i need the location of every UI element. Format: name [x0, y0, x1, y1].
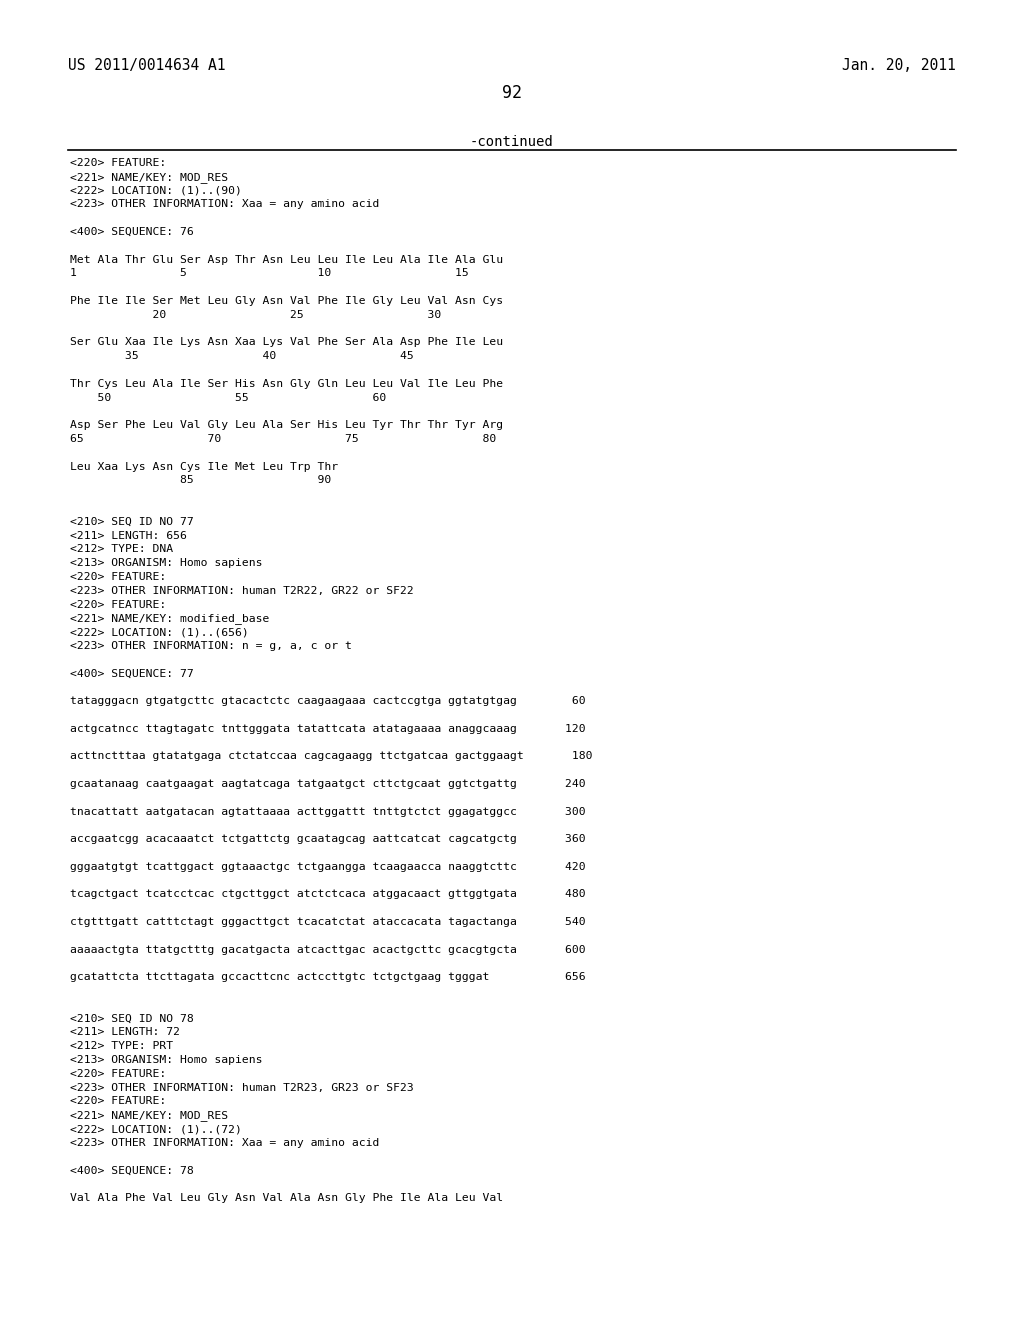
Text: <220> FEATURE:: <220> FEATURE:	[70, 1069, 166, 1078]
Text: Leu Xaa Lys Asn Cys Ile Met Leu Trp Thr: Leu Xaa Lys Asn Cys Ile Met Leu Trp Thr	[70, 462, 338, 471]
Text: 20                  25                  30: 20 25 30	[70, 310, 441, 319]
Text: <222> LOCATION: (1)..(72): <222> LOCATION: (1)..(72)	[70, 1125, 242, 1134]
Text: 92: 92	[502, 84, 522, 102]
Text: <213> ORGANISM: Homo sapiens: <213> ORGANISM: Homo sapiens	[70, 558, 262, 568]
Text: -continued: -continued	[470, 135, 554, 149]
Text: Asp Ser Phe Leu Val Gly Leu Ala Ser His Leu Tyr Thr Thr Tyr Arg: Asp Ser Phe Leu Val Gly Leu Ala Ser His …	[70, 420, 503, 430]
Text: US 2011/0014634 A1: US 2011/0014634 A1	[68, 58, 225, 73]
Text: tatagggacn gtgatgcttc gtacactctc caagaagaaa cactccgtga ggtatgtgag        60: tatagggacn gtgatgcttc gtacactctc caagaag…	[70, 696, 586, 706]
Text: <223> OTHER INFORMATION: n = g, a, c or t: <223> OTHER INFORMATION: n = g, a, c or …	[70, 642, 352, 651]
Text: aaaaactgta ttatgctttg gacatgacta atcacttgac acactgcttc gcacgtgcta       600: aaaaactgta ttatgctttg gacatgacta atcactt…	[70, 945, 586, 954]
Text: <223> OTHER INFORMATION: Xaa = any amino acid: <223> OTHER INFORMATION: Xaa = any amino…	[70, 1138, 379, 1148]
Text: <211> LENGTH: 72: <211> LENGTH: 72	[70, 1027, 180, 1038]
Text: <222> LOCATION: (1)..(90): <222> LOCATION: (1)..(90)	[70, 186, 242, 195]
Text: acttnctttaa gtatatgaga ctctatccaa cagcagaagg ttctgatcaa gactggaagt       180: acttnctttaa gtatatgaga ctctatccaa cagcag…	[70, 751, 593, 762]
Text: Met Ala Thr Glu Ser Asp Thr Asn Leu Leu Ile Leu Ala Ile Ala Glu: Met Ala Thr Glu Ser Asp Thr Asn Leu Leu …	[70, 255, 503, 264]
Text: <223> OTHER INFORMATION: human T2R23, GR23 or SF23: <223> OTHER INFORMATION: human T2R23, GR…	[70, 1082, 414, 1093]
Text: <212> TYPE: PRT: <212> TYPE: PRT	[70, 1041, 173, 1051]
Text: Jan. 20, 2011: Jan. 20, 2011	[843, 58, 956, 73]
Text: <220> FEATURE:: <220> FEATURE:	[70, 158, 166, 168]
Text: <220> FEATURE:: <220> FEATURE:	[70, 599, 166, 610]
Text: 65                  70                  75                  80: 65 70 75 80	[70, 434, 497, 444]
Text: <210> SEQ ID NO 78: <210> SEQ ID NO 78	[70, 1014, 194, 1023]
Text: <400> SEQUENCE: 77: <400> SEQUENCE: 77	[70, 669, 194, 678]
Text: <211> LENGTH: 656: <211> LENGTH: 656	[70, 531, 186, 541]
Text: Ser Glu Xaa Ile Lys Asn Xaa Lys Val Phe Ser Ala Asp Phe Ile Leu: Ser Glu Xaa Ile Lys Asn Xaa Lys Val Phe …	[70, 338, 503, 347]
Text: 50                  55                  60: 50 55 60	[70, 392, 386, 403]
Text: tcagctgact tcatcctcac ctgcttggct atctctcaca atggacaact gttggtgata       480: tcagctgact tcatcctcac ctgcttggct atctctc…	[70, 890, 586, 899]
Text: <222> LOCATION: (1)..(656): <222> LOCATION: (1)..(656)	[70, 627, 249, 638]
Text: <223> OTHER INFORMATION: Xaa = any amino acid: <223> OTHER INFORMATION: Xaa = any amino…	[70, 199, 379, 210]
Text: <223> OTHER INFORMATION: human T2R22, GR22 or SF22: <223> OTHER INFORMATION: human T2R22, GR…	[70, 586, 414, 595]
Text: <220> FEATURE:: <220> FEATURE:	[70, 572, 166, 582]
Text: Phe Ile Ile Ser Met Leu Gly Asn Val Phe Ile Gly Leu Val Asn Cys: Phe Ile Ile Ser Met Leu Gly Asn Val Phe …	[70, 296, 503, 306]
Text: <210> SEQ ID NO 77: <210> SEQ ID NO 77	[70, 517, 194, 527]
Text: <400> SEQUENCE: 78: <400> SEQUENCE: 78	[70, 1166, 194, 1175]
Text: tnacattatt aatgatacan agtattaaaa acttggattt tnttgtctct ggagatggcc       300: tnacattatt aatgatacan agtattaaaa acttgga…	[70, 807, 586, 817]
Text: 85                  90: 85 90	[70, 475, 331, 486]
Text: actgcatncc ttagtagatc tnttgggata tatattcata atatagaaaa anaggcaaag       120: actgcatncc ttagtagatc tnttgggata tatattc…	[70, 723, 586, 734]
Text: gcaatanaag caatgaagat aagtatcaga tatgaatgct cttctgcaat ggtctgattg       240: gcaatanaag caatgaagat aagtatcaga tatgaat…	[70, 779, 586, 789]
Text: <221> NAME/KEY: modified_base: <221> NAME/KEY: modified_base	[70, 614, 269, 624]
Text: Thr Cys Leu Ala Ile Ser His Asn Gly Gln Leu Leu Val Ile Leu Phe: Thr Cys Leu Ala Ile Ser His Asn Gly Gln …	[70, 379, 503, 389]
Text: ctgtttgatt catttctagt gggacttgct tcacatctat ataccacata tagactanga       540: ctgtttgatt catttctagt gggacttgct tcacatc…	[70, 917, 586, 927]
Text: 1               5                   10                  15: 1 5 10 15	[70, 268, 469, 279]
Text: <400> SEQUENCE: 76: <400> SEQUENCE: 76	[70, 227, 194, 238]
Text: <220> FEATURE:: <220> FEATURE:	[70, 1097, 166, 1106]
Text: 35                  40                  45: 35 40 45	[70, 351, 414, 362]
Text: <221> NAME/KEY: MOD_RES: <221> NAME/KEY: MOD_RES	[70, 172, 228, 182]
Text: <213> ORGANISM: Homo sapiens: <213> ORGANISM: Homo sapiens	[70, 1055, 262, 1065]
Text: <212> TYPE: DNA: <212> TYPE: DNA	[70, 544, 173, 554]
Text: gcatattcta ttcttagata gccacttcnc actccttgtc tctgctgaag tgggat           656: gcatattcta ttcttagata gccacttcnc actcctt…	[70, 973, 586, 982]
Text: gggaatgtgt tcattggact ggtaaactgc tctgaangga tcaagaacca naaggtcttc       420: gggaatgtgt tcattggact ggtaaactgc tctgaan…	[70, 862, 586, 871]
Text: accgaatcgg acacaaatct tctgattctg gcaatagcag aattcatcat cagcatgctg       360: accgaatcgg acacaaatct tctgattctg gcaatag…	[70, 834, 586, 845]
Text: Val Ala Phe Val Leu Gly Asn Val Ala Asn Gly Phe Ile Ala Leu Val: Val Ala Phe Val Leu Gly Asn Val Ala Asn …	[70, 1193, 503, 1203]
Text: <221> NAME/KEY: MOD_RES: <221> NAME/KEY: MOD_RES	[70, 1110, 228, 1121]
